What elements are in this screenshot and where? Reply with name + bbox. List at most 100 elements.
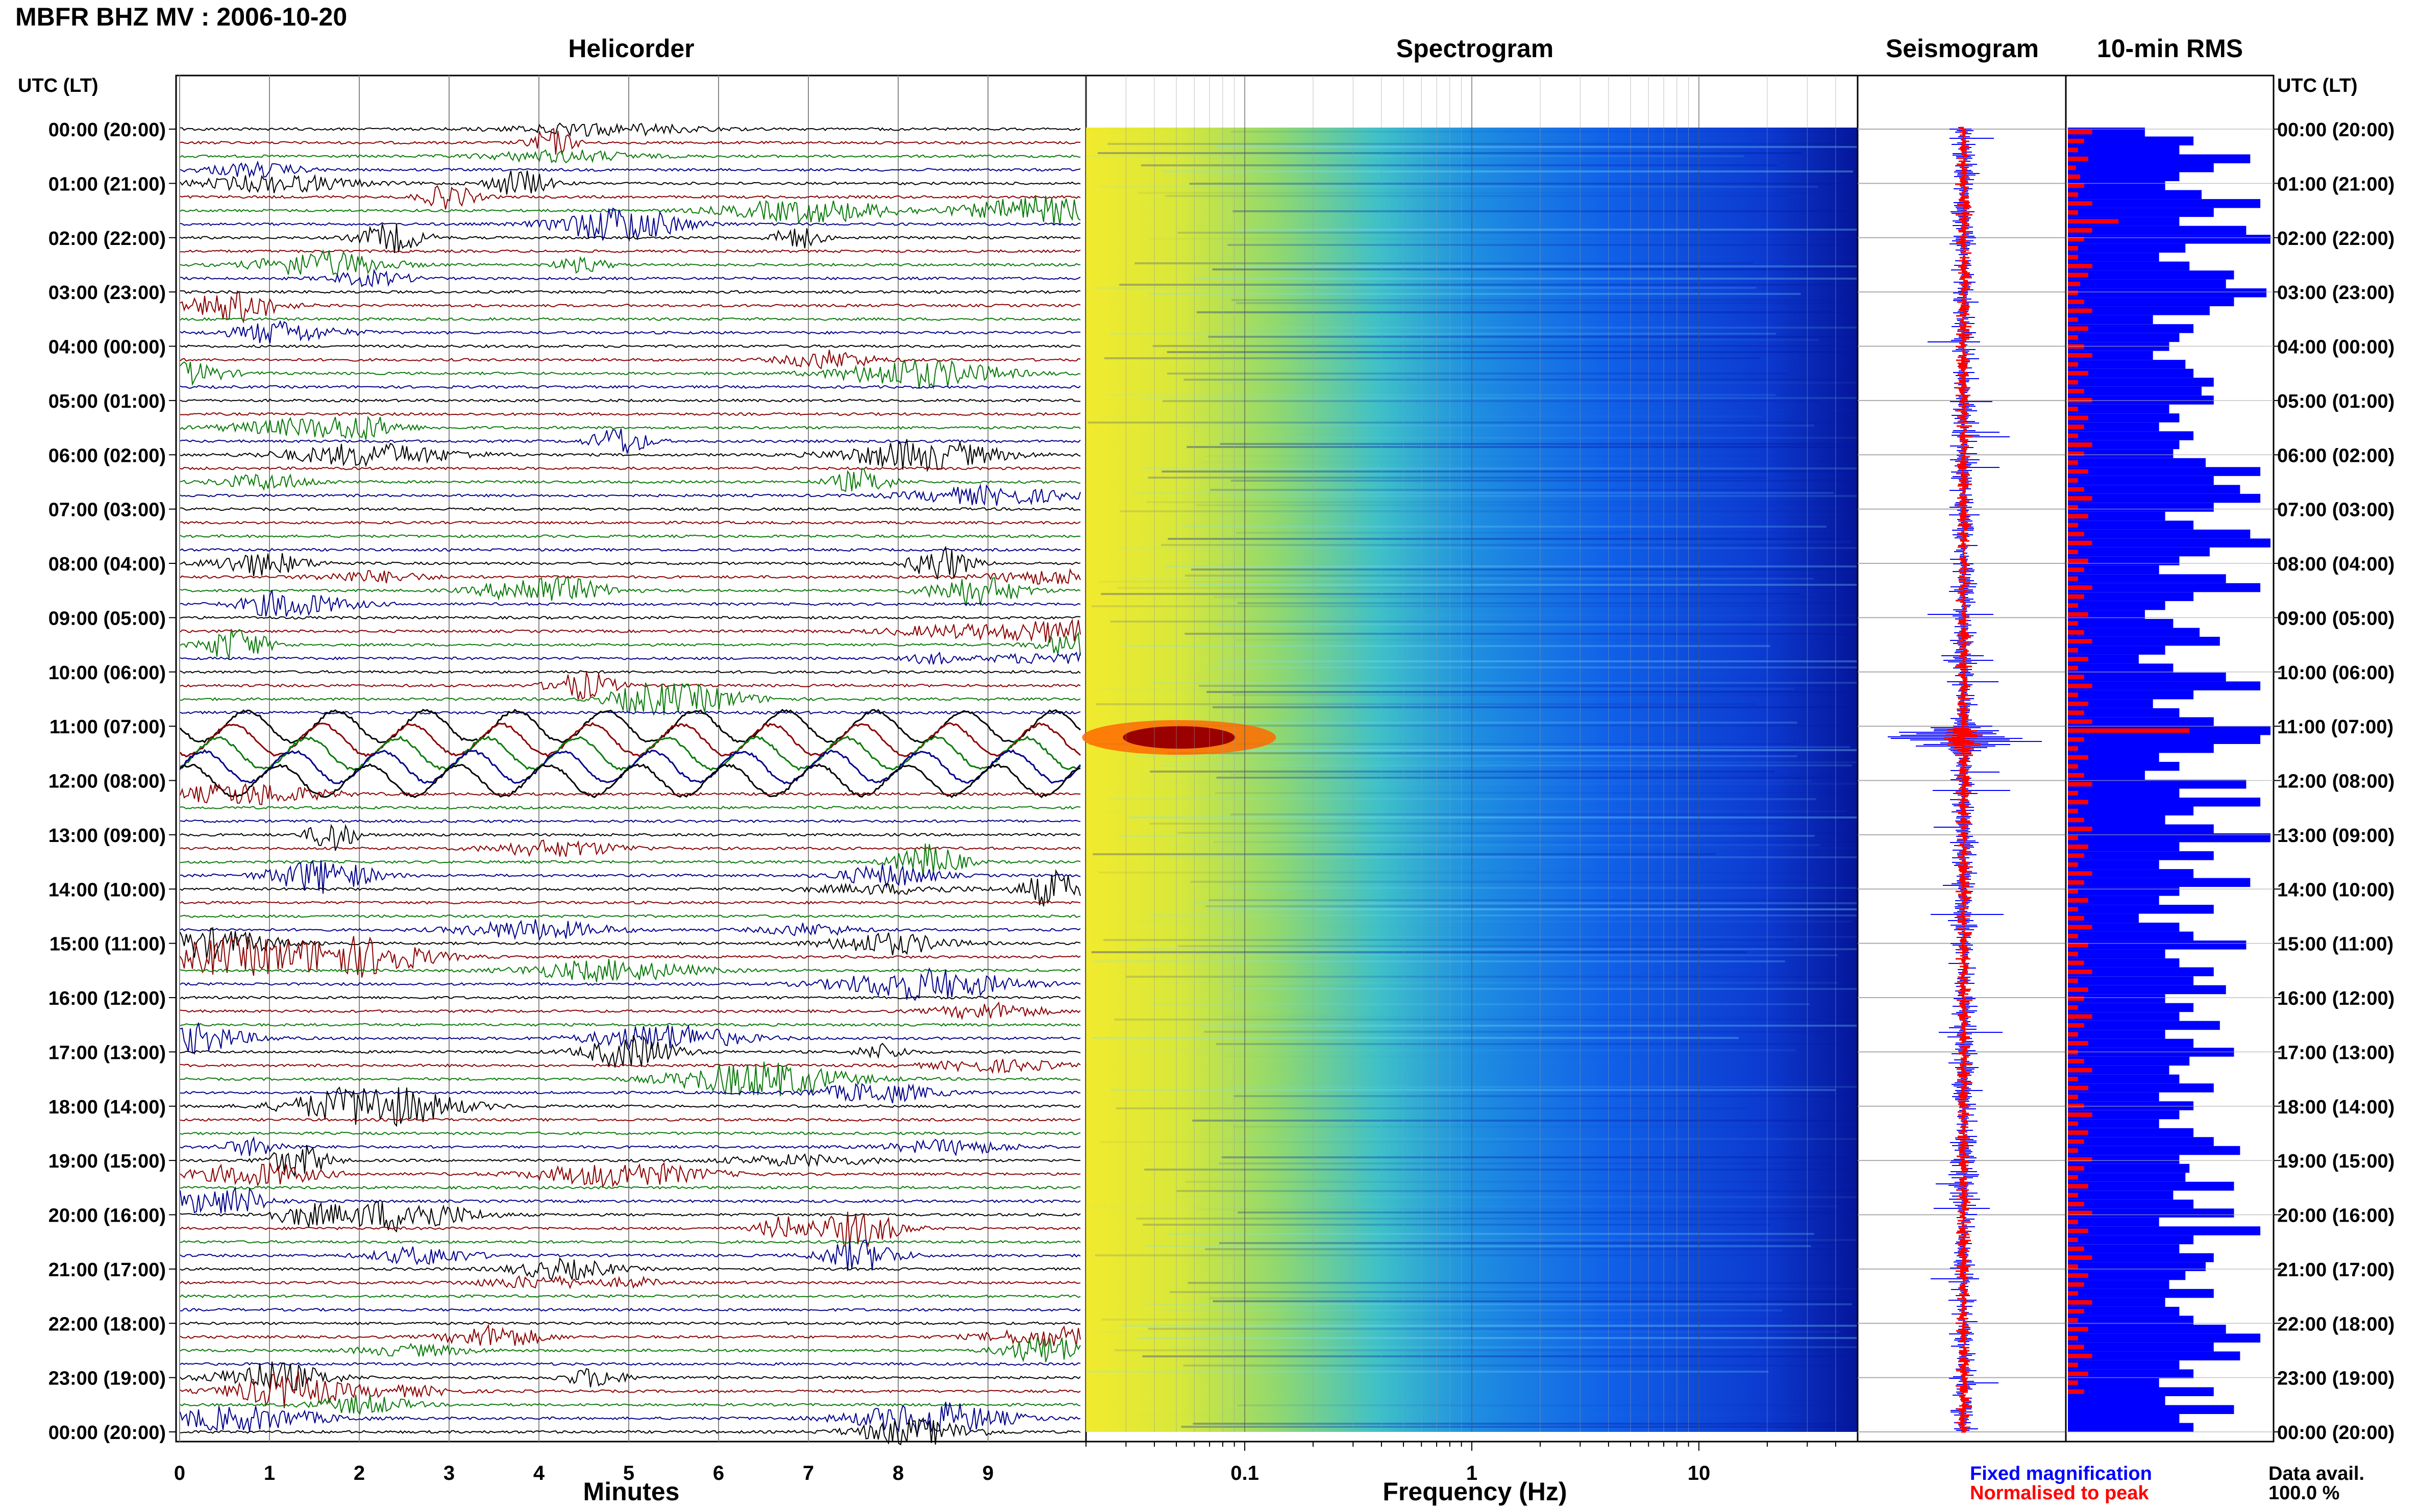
spectrogram-x-tick: 0.1: [1230, 1462, 1259, 1484]
rms-bar-fixed: [2068, 931, 2194, 941]
rms-bar-normalised: [2068, 496, 2092, 501]
spectrogram-stripe: [1190, 584, 1931, 586]
spectrogram-stripe: [1123, 1414, 1801, 1416]
row-label-right: 04:00 (00:00): [2277, 337, 2395, 358]
rms-bar-fixed: [2068, 762, 2180, 771]
spectrogram-stripe: [1204, 1031, 1903, 1033]
rms-bar-fixed: [2068, 1244, 2180, 1253]
rms-bar-fixed: [2068, 842, 2180, 851]
spectrogram-stripe: [1198, 461, 1835, 463]
helicorder-trace: [180, 1361, 1081, 1392]
spectrogram-stripe: [1093, 853, 1716, 855]
rms-bar-fixed: [2068, 744, 2214, 753]
rms-bar-normalised: [2068, 532, 2084, 536]
helicorder-trace: [180, 128, 1081, 155]
rms-bar-normalised: [2068, 1345, 2084, 1350]
helicorder-trace: [180, 1185, 1081, 1190]
rms-bar-fixed: [2068, 1128, 2194, 1137]
rms-bar-fixed: [2068, 503, 2214, 512]
spectrogram-stripe: [1129, 722, 1797, 724]
spectrogram-stripe: [1162, 170, 1854, 172]
rms-bar-normalised: [2068, 514, 2088, 518]
rms-bar-fixed: [2068, 1056, 2190, 1066]
spectrogram-stripe: [1149, 238, 1850, 240]
spectrogram-panel: 0.1 1 10: [1082, 75, 1997, 1484]
helicorder-trace: [180, 672, 1081, 700]
rms-bar-fixed: [2068, 243, 2186, 253]
rms-bar-normalised: [2068, 1282, 2084, 1287]
rms-bar-fixed: [2068, 1288, 2214, 1298]
rms-bar-normalised: [2068, 719, 2092, 724]
rms-bar-fixed: [2068, 833, 2270, 842]
rms-bar-fixed: [2068, 1217, 2159, 1227]
spectrogram-stripe: [1087, 1371, 1769, 1373]
row-label-right: 06:00 (02:00): [2277, 445, 2395, 466]
rms-bar-normalised: [2068, 1273, 2088, 1278]
rms-bar-normalised: [2068, 442, 2092, 447]
row-label-left: 06:00 (02:00): [48, 445, 166, 466]
row-label-right: 19:00 (15:00): [2277, 1151, 2395, 1172]
rms-bar-normalised: [2068, 683, 2092, 688]
helicorder-trace: [180, 1307, 1081, 1312]
rms-bar-normalised: [2068, 970, 2092, 974]
spectrogram-stripe: [1210, 437, 1977, 439]
spectrogram-stripe: [1119, 284, 1890, 286]
spectrogram-stripe: [1236, 229, 1893, 231]
spectrogram-stripe: [1231, 299, 1876, 301]
data-avail-value: 100.0 %: [2268, 1482, 2339, 1504]
rms-bar-fixed: [2068, 467, 2261, 476]
rms-bar-fixed: [2068, 994, 2165, 1003]
rms-bar-normalised: [2068, 701, 2088, 706]
spectrogram-stripe: [1097, 415, 1763, 417]
rms-bar-normalised: [2068, 1148, 2078, 1153]
spectrogram-stripe: [1096, 688, 1795, 690]
helicorder-trace: [180, 185, 1081, 210]
spectrogram-stripe: [1187, 446, 1916, 448]
row-label-left: 05:00 (01:00): [48, 391, 166, 412]
helicorder-trace: [180, 439, 1081, 473]
rms-bar-normalised: [2068, 808, 2078, 813]
spectrogram-stripe: [1184, 633, 1937, 635]
rms-bar-fixed: [2068, 154, 2251, 163]
rms-bar-normalised: [2068, 540, 2092, 546]
spectrogram-stripe: [1189, 183, 1934, 185]
spectrogram-stripe: [1192, 902, 1896, 904]
spectrogram-stripe: [1086, 155, 1744, 157]
spectrogram-stripe: [1233, 614, 1945, 616]
spectrogram-stripe: [1199, 685, 1829, 687]
rms-bar-fixed: [2068, 1306, 2180, 1316]
spectrogram-stripe: [1138, 921, 1852, 923]
spectrogram-stripe: [1101, 1319, 1793, 1321]
rms-bar-fixed: [2068, 1012, 2180, 1021]
rms-bar-normalised: [2068, 790, 2078, 796]
spectrogram-stripe: [1223, 1015, 1958, 1018]
rms-bar-normalised: [2068, 290, 2078, 295]
spectrogram-stripe: [1205, 1248, 1842, 1250]
rms-bar-fixed: [2068, 270, 2234, 280]
rms-bar-fixed: [2068, 279, 2226, 289]
spectrogram-stripe: [1163, 761, 1916, 763]
data-avail-label: Data avail.: [2268, 1463, 2364, 1484]
helicorder-trace: [180, 290, 1081, 294]
row-label-left: 12:00 (08:00): [48, 771, 166, 792]
row-label-right: 00:00 (20:00): [2277, 119, 2395, 141]
spectrogram-stripe: [1150, 1003, 1810, 1005]
rms-bar-normalised: [2068, 603, 2078, 608]
rms-bar-normalised: [2068, 1318, 2078, 1323]
rms-bar-normalised: [2068, 237, 2084, 242]
rms-bar-normalised: [2068, 219, 2119, 224]
spectrogram-stripe: [1149, 823, 1783, 825]
spectrogram-stripe: [1236, 532, 1859, 534]
rms-bar-normalised: [2068, 1389, 2084, 1394]
spectrogram-stripe: [1191, 568, 1938, 571]
spectrogram-stripe: [1168, 844, 1820, 846]
helicorder-x-tick: 2: [354, 1462, 365, 1484]
helicorder-trace: [180, 860, 1081, 894]
helicorder-trace: [179, 708, 1081, 744]
helicorder-trace: [180, 224, 1081, 254]
helicorder-trace: [180, 1035, 1081, 1068]
rms-bar-normalised: [2068, 862, 2078, 867]
rms-bar-normalised: [2068, 1300, 2092, 1305]
rms-bar-normalised: [2068, 1175, 2078, 1180]
rms-bar-fixed: [2068, 708, 2180, 717]
